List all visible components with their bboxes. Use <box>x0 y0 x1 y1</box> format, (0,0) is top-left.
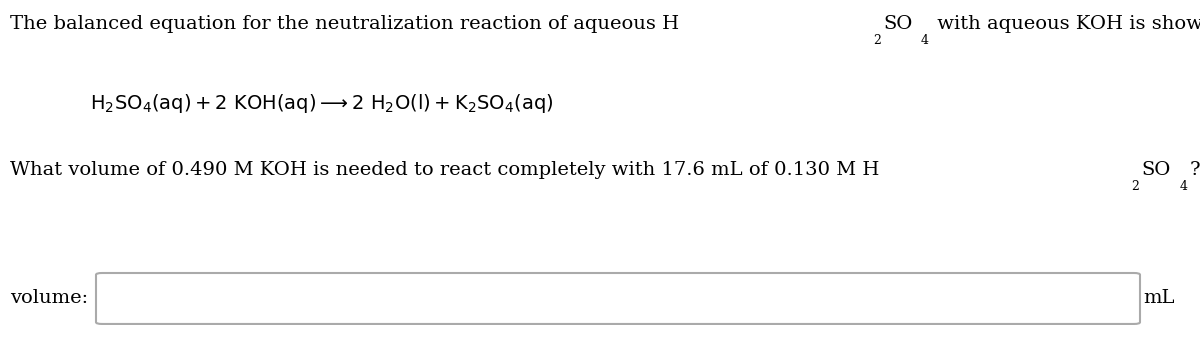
Text: 4: 4 <box>1180 180 1188 193</box>
FancyBboxPatch shape <box>96 273 1140 324</box>
Text: The balanced equation for the neutralization reaction of aqueous H: The balanced equation for the neutraliza… <box>10 15 679 33</box>
Text: ?: ? <box>1189 161 1200 179</box>
Text: 2: 2 <box>1132 180 1139 193</box>
Text: SO: SO <box>1141 161 1171 179</box>
Text: $\mathrm{H_2SO_4(aq) + 2\ KOH(aq) \longrightarrow 2\ H_2O(l) + K_2SO_4(aq)}$: $\mathrm{H_2SO_4(aq) + 2\ KOH(aq) \longr… <box>90 92 553 115</box>
Text: SO: SO <box>883 15 912 33</box>
Text: 4: 4 <box>922 35 929 47</box>
Text: 2: 2 <box>872 35 881 47</box>
Text: mL: mL <box>1144 289 1175 308</box>
Text: volume:: volume: <box>10 289 88 308</box>
Text: What volume of 0.490 M KOH is needed to react completely with 17.6 mL of 0.130 M: What volume of 0.490 M KOH is needed to … <box>10 161 878 179</box>
Text: with aqueous KOH is shown.: with aqueous KOH is shown. <box>931 15 1200 33</box>
